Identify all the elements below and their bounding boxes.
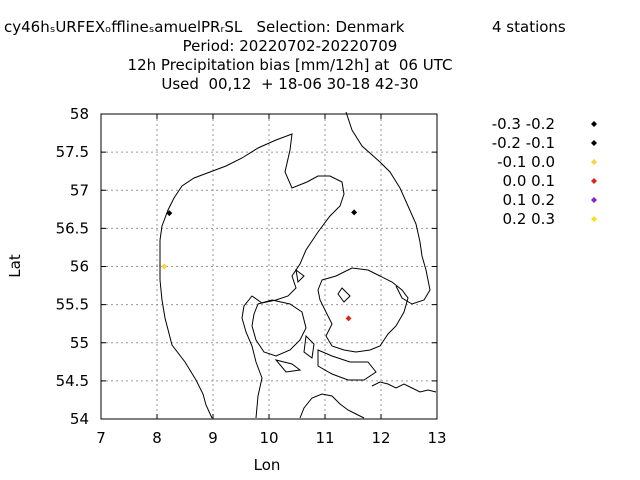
legend-marker bbox=[591, 197, 597, 203]
x-tick-label: 12 bbox=[371, 429, 390, 447]
station-count: 4 stations bbox=[492, 18, 566, 36]
x-tick-label: 7 bbox=[96, 429, 106, 447]
coastline-germany bbox=[299, 393, 365, 419]
legend: -0.3 -0.2-0.2 -0.1-0.1 0.00.0 0.10.1 0.2… bbox=[492, 115, 597, 228]
legend-label: -0.1 0.0 bbox=[497, 153, 555, 171]
station-marker bbox=[166, 210, 173, 217]
coastline-sweden bbox=[345, 111, 431, 305]
station-markers bbox=[161, 209, 358, 322]
y-tick-label: 57.5 bbox=[56, 143, 89, 161]
legend-label: 0.1 0.2 bbox=[503, 191, 555, 209]
legend-label: -0.2 -0.1 bbox=[492, 134, 555, 152]
y-tick-label: 54.5 bbox=[56, 372, 89, 390]
axis-ticks: 7 8 9 10 11 12 13 54 54.5 55 55.5 56 56.5 57 57.5 58 bbox=[56, 105, 447, 447]
station-marker bbox=[161, 263, 168, 270]
legend-marker bbox=[591, 216, 597, 222]
legend-label: 0.0 0.1 bbox=[503, 172, 555, 190]
title-line-1: cy46hₛURFEXₒfflineₛamuelPRᵣSL Selection:… bbox=[4, 18, 405, 36]
y-tick-label: 56 bbox=[70, 258, 89, 276]
coastline-southeast bbox=[371, 381, 437, 393]
title-period: Period: 20220702-20220709 bbox=[182, 37, 398, 55]
station-marker bbox=[345, 315, 352, 322]
legend-marker bbox=[591, 178, 597, 184]
title-used: Used 00,12 + 18-06 30-18 42-30 bbox=[161, 75, 419, 93]
legend-label: 0.2 0.3 bbox=[503, 210, 555, 228]
legend-marker bbox=[591, 121, 597, 127]
station-marker bbox=[351, 209, 358, 216]
y-tick-label: 54 bbox=[70, 410, 89, 428]
x-tick-label: 8 bbox=[152, 429, 162, 447]
x-tick-label: 10 bbox=[259, 429, 278, 447]
coastline bbox=[159, 111, 437, 419]
x-tick-label: 11 bbox=[315, 429, 334, 447]
x-axis-label: Lon bbox=[254, 456, 281, 474]
y-tick-label: 57 bbox=[70, 181, 89, 199]
y-tick-label: 55.5 bbox=[56, 296, 89, 314]
legend-marker bbox=[591, 159, 597, 165]
y-axis-label: Lat bbox=[6, 254, 24, 278]
y-tick-label: 56.5 bbox=[56, 219, 89, 237]
coastline-zealand bbox=[317, 267, 409, 353]
x-tick-label: 13 bbox=[427, 429, 446, 447]
legend-label: -0.3 -0.2 bbox=[492, 115, 555, 133]
title-variable: 12h Precipitation bias [mm/12h] at 06 UT… bbox=[127, 56, 453, 74]
x-tick-label: 9 bbox=[208, 429, 218, 447]
coastline-jutland bbox=[159, 133, 345, 419]
grid bbox=[101, 114, 437, 419]
coastline-lolland bbox=[317, 349, 377, 381]
y-tick-label: 55 bbox=[70, 334, 89, 352]
y-tick-label: 58 bbox=[70, 105, 89, 123]
coastline-islands bbox=[274, 268, 351, 373]
coastline-funen bbox=[251, 299, 307, 357]
legend-marker bbox=[591, 140, 597, 146]
